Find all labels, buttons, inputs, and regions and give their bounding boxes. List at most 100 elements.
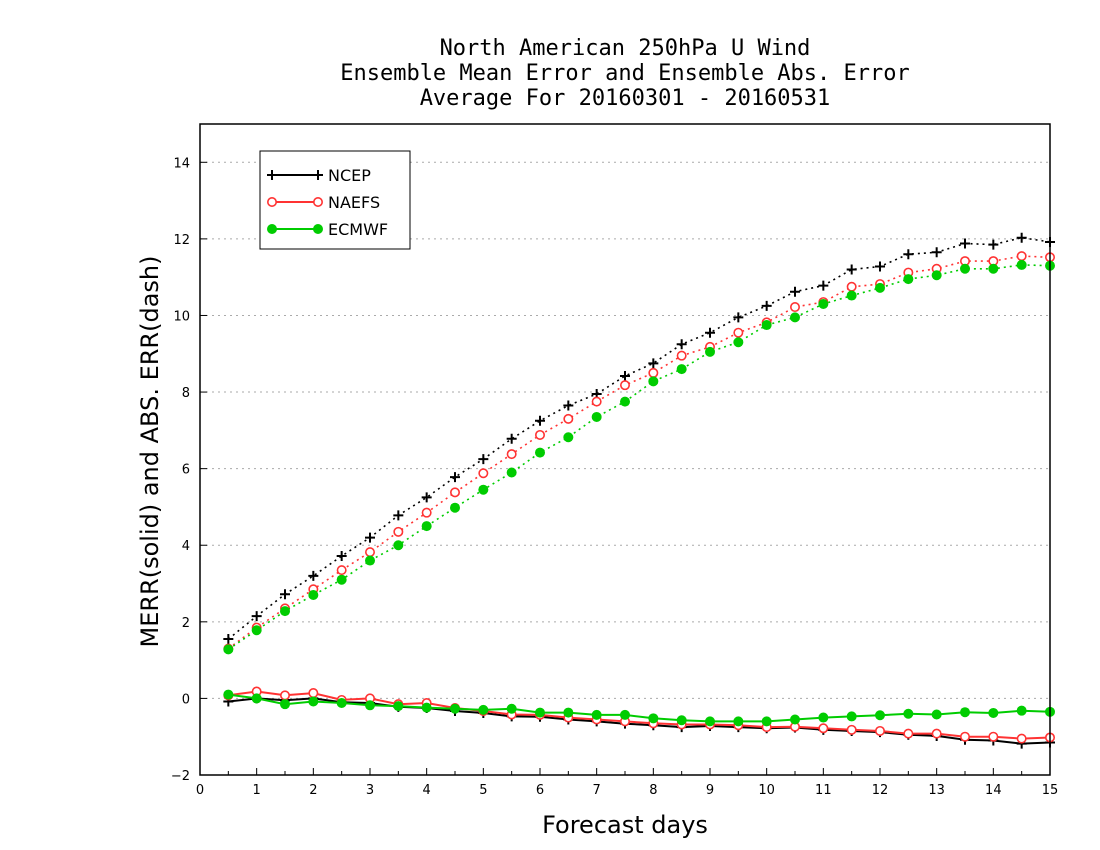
abs-err-point <box>733 337 744 348</box>
merr-point <box>931 728 942 739</box>
abs-err-point <box>449 487 460 498</box>
merr-point <box>450 703 460 714</box>
abs-err-point <box>1016 232 1027 243</box>
legend-label: ECMWF <box>328 220 388 239</box>
chart-title: North American 250hPa U Wind Ensemble Me… <box>200 36 1050 111</box>
abs-err-point <box>931 270 942 281</box>
merr-point <box>903 728 914 739</box>
abs-err-point <box>364 547 375 558</box>
abs-err-point <box>761 320 772 331</box>
abs-err-point <box>705 346 715 357</box>
merr-point <box>818 712 829 723</box>
merr-point <box>818 723 829 734</box>
abs-err-point <box>563 400 574 411</box>
title-line-3: Average For 20160301 - 20160531 <box>419 86 831 111</box>
abs-err-point <box>619 380 630 391</box>
abs-err-point <box>506 467 517 478</box>
x-tick-label: 0 <box>196 783 204 798</box>
merr-point <box>620 709 630 720</box>
abs-err-point <box>506 449 517 460</box>
abs-err-point <box>846 281 857 292</box>
abs-err-point <box>620 396 630 407</box>
title-line-1: North American 250hPa U Wind <box>439 36 811 61</box>
abs-err-point <box>478 454 489 465</box>
abs-err-point <box>818 298 829 309</box>
abs-err-line <box>227 236 1051 640</box>
legend-marker <box>266 197 277 208</box>
abs-err-point <box>450 472 460 483</box>
abs-err-point <box>450 502 460 513</box>
y-tick-label: 4 <box>182 539 190 554</box>
legend-marker <box>267 170 277 180</box>
abs-err-point <box>648 358 659 369</box>
series-layer <box>223 232 1056 749</box>
merr-point <box>308 688 319 699</box>
abs-err-point <box>251 625 262 636</box>
x-tick-label: 1 <box>253 783 261 798</box>
y-tick-label: −2 <box>171 769 190 784</box>
abs-err-point <box>280 589 290 600</box>
abs-err-point <box>676 350 687 361</box>
merr-point <box>506 703 517 714</box>
abs-err-point <box>478 468 489 479</box>
abs-err-point <box>761 300 772 311</box>
abs-err-point <box>789 302 800 313</box>
y-axis-label: MERR(solid) and ABS. ERR(dash) <box>136 256 164 648</box>
merr-point <box>875 710 885 721</box>
merr-point <box>223 689 234 700</box>
abs-err-point <box>280 606 290 617</box>
legend-item-ncep: NCEP <box>267 166 371 185</box>
merr-point <box>648 713 659 724</box>
merr-line <box>228 697 1051 745</box>
abs-err-point <box>563 413 574 424</box>
abs-err-point <box>591 396 602 407</box>
merr-point <box>421 702 432 713</box>
abs-err-point <box>875 261 885 272</box>
merr-point <box>960 707 970 718</box>
merr-point <box>790 714 800 725</box>
abs-err-point <box>676 364 687 375</box>
x-tick-label: 7 <box>593 783 601 798</box>
abs-err-point <box>733 327 744 338</box>
legend-box <box>259 150 411 250</box>
abs-err-point <box>535 415 545 426</box>
abs-err-point <box>620 370 630 381</box>
merr-point <box>251 693 262 704</box>
abs-err-point <box>846 290 857 301</box>
abs-err-point <box>790 286 800 297</box>
abs-err-point <box>223 644 234 655</box>
merr-point <box>761 716 772 727</box>
legend-label: NAEFS <box>328 193 380 212</box>
merr-point <box>336 698 347 709</box>
x-tick-label: 6 <box>536 783 544 798</box>
grid-layer <box>200 161 1050 699</box>
abs-err-point <box>563 432 574 443</box>
legend-label: NCEP <box>328 166 371 185</box>
abs-err-point <box>676 339 687 350</box>
legend-marker <box>313 224 323 234</box>
x-tick-label: 2 <box>309 783 317 798</box>
abs-err-point <box>790 312 800 323</box>
abs-err-point <box>223 634 234 645</box>
abs-err-point <box>733 312 744 323</box>
x-tick-label: 5 <box>479 783 487 798</box>
abs-err-point <box>705 327 715 338</box>
title-line-2: Ensemble Mean Error and Ensemble Abs. Er… <box>340 61 910 86</box>
x-tick-label: 3 <box>366 783 374 798</box>
merr-point <box>1016 733 1027 744</box>
abs-err-point <box>308 570 319 581</box>
series-ecmwf <box>223 259 1055 727</box>
y-tick-label: 0 <box>182 692 190 707</box>
merr-point <box>705 716 715 727</box>
abs-err-point <box>875 282 885 293</box>
x-tick-label: 15 <box>1042 783 1059 798</box>
abs-err-point <box>308 590 319 601</box>
merr-point <box>676 715 687 726</box>
y-tick-label: 8 <box>182 386 190 401</box>
legend-marker <box>313 170 323 180</box>
abs-err-point <box>393 526 404 537</box>
legend-marker <box>312 197 323 208</box>
merr-point <box>1016 705 1027 716</box>
abs-err-point <box>365 555 375 566</box>
